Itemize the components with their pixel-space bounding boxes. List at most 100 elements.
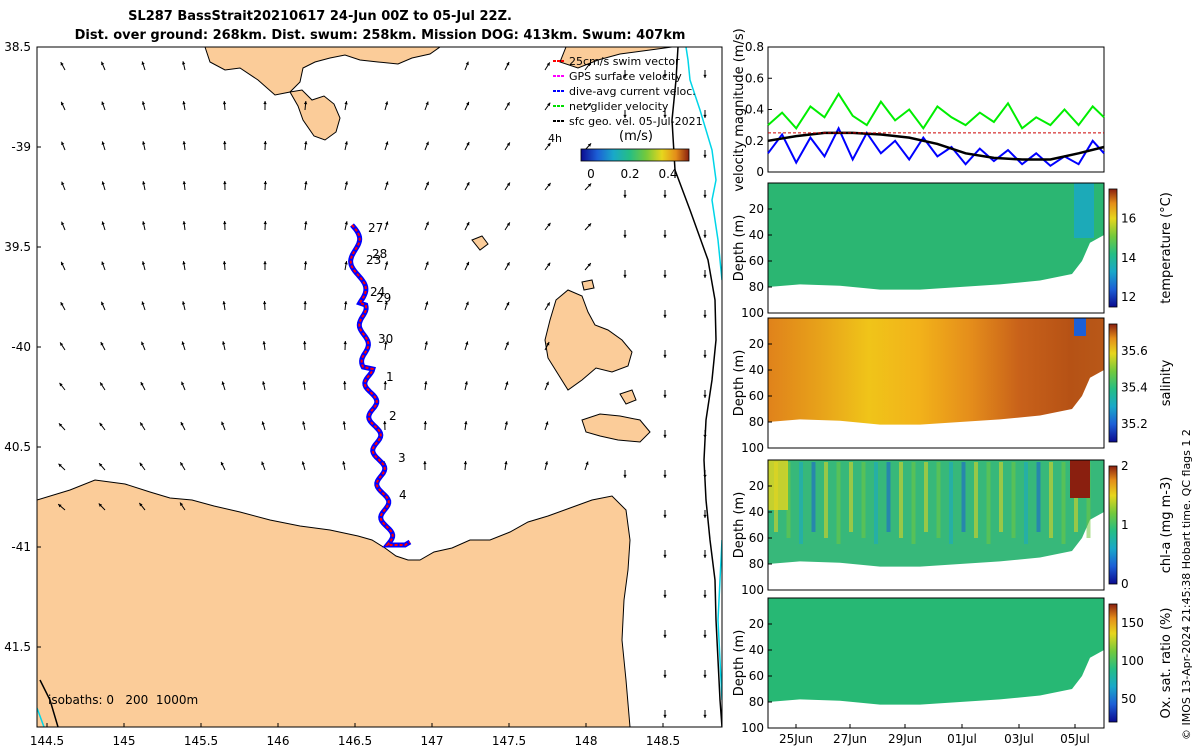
velocity-arrow — [424, 221, 429, 231]
velocity-arrow — [504, 261, 510, 271]
velocity-arrow — [61, 221, 66, 231]
colorbar-tick: 35.4 — [1121, 381, 1148, 395]
heatmap-frame — [767, 317, 1105, 449]
heatmap-data-region — [768, 598, 1104, 705]
velocity-arrow — [663, 589, 667, 599]
velocity-arrow — [464, 61, 469, 71]
date-tick-label: 27Jun — [833, 732, 867, 746]
lat-tick-label: 41.5 — [4, 640, 31, 654]
velocity-arrow — [663, 469, 667, 479]
velocity-arrow — [663, 229, 667, 239]
isobath-west — [39, 679, 59, 727]
legend-label: 25cm/s swim vector — [569, 55, 680, 68]
depth-ylabel: Depth (m) — [732, 215, 747, 282]
velocity-arrow — [384, 141, 389, 151]
velocity-arrow — [303, 340, 307, 351]
depth-tick-label: 20 — [749, 202, 764, 216]
velocity-arrow — [623, 189, 627, 199]
velocity-arrow — [423, 420, 427, 431]
velocity-arrow — [141, 341, 146, 351]
colorbar-tick: 12 — [1121, 290, 1136, 304]
velocity-arrow — [141, 61, 146, 71]
isobath-west-cyan — [37, 707, 45, 727]
velocity-arrow — [703, 669, 707, 679]
velocity-tick-label: 0.8 — [745, 40, 764, 54]
velocity-arrow — [544, 222, 551, 231]
velocity-arrow — [182, 101, 186, 111]
depth-tick-label: 100 — [741, 721, 764, 735]
colorbar-tick-1: 0.2 — [620, 167, 639, 181]
velocity-arrow — [703, 629, 707, 639]
velocity-arrow — [383, 380, 387, 391]
salinity-fresh-patch — [1074, 318, 1086, 336]
land-cape-barren-island — [581, 413, 651, 443]
velocity-arrow — [98, 462, 106, 471]
velocity-arrow — [262, 341, 266, 351]
swim-vector-track — [349, 224, 411, 546]
velocity-arrow — [181, 381, 186, 391]
velocity-arrow — [544, 182, 551, 191]
chl-streak — [961, 462, 966, 532]
velocity-arrow — [703, 109, 707, 119]
velocity-tick-label: 0.6 — [745, 71, 764, 85]
latitude-ticks: 38.5 -39 39.5 -40 40.5 -41 41.5 — [4, 40, 41, 654]
velocity-arrow — [60, 101, 66, 111]
legend-entries: 25cm/s swim vector GPS surface velocity di… — [553, 55, 703, 128]
isobath-200m — [671, 47, 722, 727]
colorbar-label: salinity — [1159, 359, 1174, 406]
lat-tick-label: -39 — [11, 140, 31, 154]
velocity-arrow — [663, 389, 667, 399]
velocity-arrow — [504, 421, 508, 431]
velocity-arrow — [504, 381, 509, 391]
velocity-arrow — [544, 461, 549, 471]
velocity-arrow — [60, 261, 66, 271]
velocity-arrow — [703, 589, 707, 599]
velocity-arrow — [584, 461, 589, 471]
day-label: 24 — [370, 285, 385, 299]
legend-label: sfc geo. vel. 05-Jul-2021 — [569, 115, 703, 128]
isobaths-label: isobaths: 0 200 1000m — [48, 693, 198, 707]
day-label: 3 — [398, 451, 406, 465]
velocity-arrow — [384, 341, 388, 351]
velocity-arrow — [141, 301, 146, 311]
chl-streak — [811, 462, 816, 532]
velocity-arrow — [384, 221, 389, 231]
velocity-arrow — [263, 140, 267, 151]
depth-tick-label: 60 — [749, 531, 764, 545]
velocity-y-ticks: 0 0.2 0.4 0.6 0.8 — [745, 40, 772, 179]
velocity-arrow — [384, 301, 388, 311]
day-label: 23 — [366, 253, 381, 267]
heatmap-frame — [767, 459, 1105, 591]
velocity-arrow — [179, 462, 186, 471]
glider-track — [348, 223, 412, 548]
depth-tick-label: 80 — [749, 280, 764, 294]
velocity-arrow — [703, 349, 707, 359]
date-tick-label: 03Jul — [1004, 732, 1034, 746]
depth-tick-label: 100 — [741, 583, 764, 597]
velocity-arrow — [464, 381, 468, 391]
heatmap-salinity: 20 40 60 80 100 Depth (m) 35.2 35.4 35.6 salinity — [732, 317, 1174, 455]
lat-tick-label: 40.5 — [4, 440, 31, 454]
velocity-arrow — [663, 429, 667, 439]
chl-streak — [1061, 462, 1066, 544]
longitude-ticks: 144.5 145 145.5 146 146.5 147 147.5 148 148.5 — [30, 723, 680, 748]
velocity-arrow — [182, 61, 186, 71]
velocity-arrow — [101, 141, 106, 151]
colorbar — [1108, 465, 1118, 585]
velocity-arrow — [464, 261, 470, 271]
chl-high-patch — [1070, 460, 1090, 498]
velocity-arrow — [100, 301, 106, 311]
velocity-arrow — [303, 300, 307, 311]
velocity-arrow — [221, 421, 226, 431]
land-small-islands — [471, 235, 637, 405]
depth-tick-label: 40 — [749, 363, 764, 377]
velocity-arrow — [222, 260, 227, 271]
velocity-series-line — [767, 125, 1105, 168]
chl-patch — [768, 460, 788, 510]
date-x-ticks: 25Jun 27Jun 29Jun 01Jul 03Jul 05Jul — [779, 724, 1090, 746]
velocity-arrow — [303, 100, 308, 111]
velocity-arrow — [504, 222, 511, 231]
velocity-arrow — [344, 221, 348, 231]
velocity-arrow — [423, 460, 427, 471]
